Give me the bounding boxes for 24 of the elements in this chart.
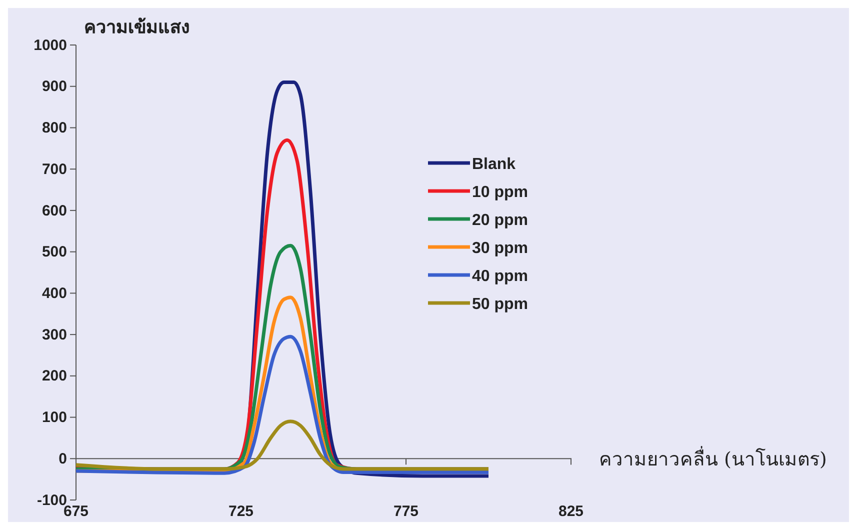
y-tick-label: 0 [58, 450, 67, 468]
y-axis-title: ความเข้มแสง [84, 17, 190, 38]
y-tick-label: 400 [42, 284, 67, 302]
line-series [74, 420, 490, 471]
x-axis-title: ความยาวคลื่น (นาโนเมตร) [599, 446, 827, 471]
legend-label: 20 ppm [472, 212, 528, 229]
y-tick-label: 200 [42, 368, 67, 385]
y-tick-label: 100 [42, 409, 67, 426]
y-tick-label: 500 [42, 244, 67, 261]
x-tick-label: 825 [558, 503, 584, 520]
x-tick-label: 775 [393, 503, 419, 520]
legend-label: 40 ppm [472, 268, 528, 285]
legend-label: 10 ppm [472, 184, 528, 201]
y-tick-label: 700 [42, 160, 67, 178]
y-tick-label: 600 [42, 202, 67, 220]
legend-label: 50 ppm [472, 296, 528, 313]
legend-label: 30 ppm [472, 240, 528, 257]
x-tick-label: 725 [228, 503, 254, 520]
y-tick-label: 800 [42, 120, 67, 137]
y-tick-label: 900 [42, 78, 67, 96]
y-tick-label: 300 [42, 326, 67, 344]
line-series [74, 334, 490, 475]
y-tick-label: 1000 [34, 36, 67, 54]
legend-label: Blank [472, 156, 516, 173]
